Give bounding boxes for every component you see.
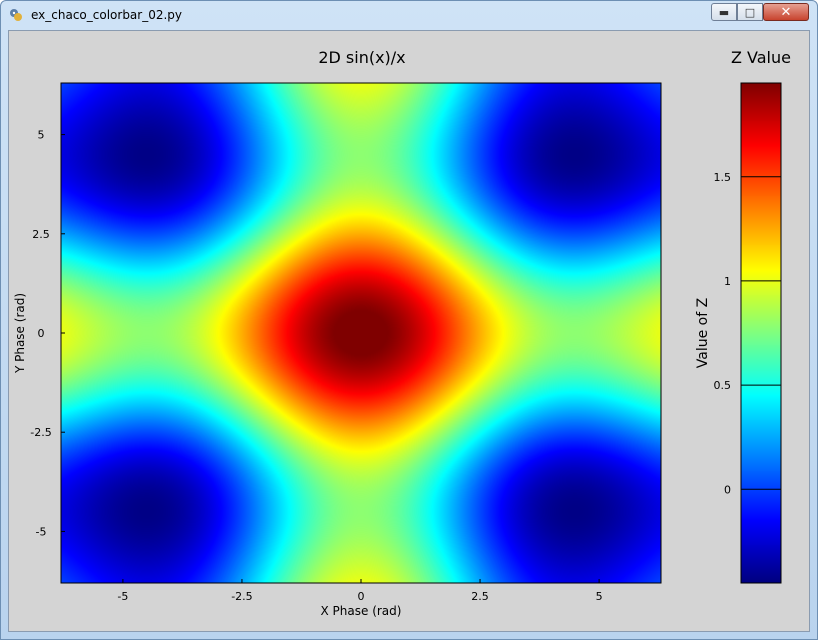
y-tick-label: -2.5 — [30, 426, 51, 439]
heatmap-image-frame — [61, 83, 661, 583]
maximize-button[interactable]: □ — [737, 3, 763, 21]
x-tick-label: 2.5 — [471, 590, 489, 603]
colorbar-tick-label: 1.5 — [714, 171, 732, 184]
colorbar-image-frame — [741, 83, 781, 583]
close-icon: ✕ — [780, 4, 792, 20]
colorbar-axis-label: Value of Z — [695, 298, 711, 368]
x-axis-label: X Phase (rad) — [321, 604, 402, 618]
colorbar-tick-label: 1 — [724, 275, 731, 288]
colorbar-title: Z Value — [731, 48, 791, 67]
x-tick-label: 0 — [358, 590, 365, 603]
x-tick-label: -2.5 — [231, 590, 252, 603]
x-tick-label: -5 — [117, 590, 128, 603]
close-button[interactable]: ✕ — [763, 3, 809, 21]
minimize-icon: ▬ — [718, 5, 730, 19]
y-tick-label: -5 — [36, 525, 47, 538]
colorbar-ticks: 1.5 1 0.5 0 — [714, 171, 781, 496]
plot-canvas: 2D sin(x)/x -5 -2.5 0 2.5 5 5 2.5 0 -2.5 -5 X Ph… — [8, 30, 810, 632]
heatmap-image — [61, 83, 661, 583]
chart-svg: 2D sin(x)/x -5 -2.5 0 2.5 5 5 2.5 0 -2.5 -5 X Ph… — [13, 48, 791, 618]
colorbar-tick-label: 0 — [724, 483, 731, 496]
x-axis-ticks: -5 -2.5 0 2.5 5 — [117, 579, 603, 603]
colorbar-tick-label: 0.5 — [714, 379, 732, 392]
y-axis-ticks: 5 2.5 0 -2.5 -5 — [30, 129, 65, 538]
colorbar-gradient — [741, 83, 781, 583]
minimize-button[interactable]: ▬ — [711, 3, 737, 21]
x-tick-label: 5 — [596, 590, 603, 603]
y-axis-label: Y Phase (rad) — [13, 293, 27, 374]
maximize-icon: □ — [744, 5, 756, 19]
y-tick-label: 2.5 — [32, 228, 50, 241]
window-title: ex_chaco_colorbar_02.py — [31, 8, 183, 22]
colorbar-border — [740, 82, 782, 584]
python-app-icon — [10, 9, 22, 21]
chart-title: 2D sin(x)/x — [318, 48, 405, 67]
title-bar[interactable]: ex_chaco_colorbar_02.py ▬ □ ✕ — [1, 1, 817, 29]
y-tick-label: 5 — [38, 129, 45, 142]
y-tick-label: 0 — [38, 327, 45, 340]
